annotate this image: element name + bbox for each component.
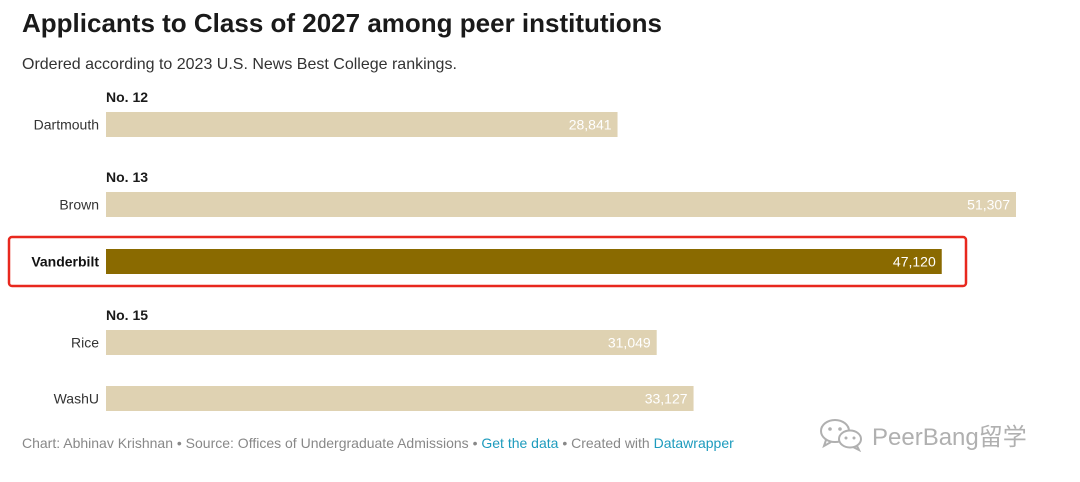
category-label: WashU	[54, 391, 99, 407]
category-label: Dartmouth	[34, 117, 99, 133]
bar-washu	[106, 386, 694, 411]
category-label: Vanderbilt	[31, 254, 99, 270]
rank-label: No. 13	[106, 169, 148, 185]
chart-subtitle: Ordered according to 2023 U.S. News Best…	[22, 56, 457, 73]
value-label: 51,307	[967, 197, 1010, 213]
value-label: 47,120	[893, 254, 936, 270]
footer-created-with: Created with	[571, 435, 654, 451]
rank-label: No. 12	[106, 89, 148, 105]
value-label: 33,127	[645, 391, 688, 407]
category-label: Rice	[71, 335, 99, 351]
footer-separator: •	[172, 435, 186, 451]
rank-label: No. 15	[106, 307, 148, 323]
bar-rice	[106, 330, 657, 355]
datawrapper-link[interactable]: Datawrapper	[653, 435, 734, 451]
get-the-data-link[interactable]: Get the data	[481, 435, 559, 451]
chart-title: Applicants to Class of 2027 among peer i…	[22, 8, 663, 38]
value-label: 31,049	[608, 335, 651, 351]
watermark: PeerBang留学	[818, 416, 1027, 452]
bar-brown	[106, 192, 1016, 217]
footer-author: Chart: Abhinav Krishnan	[22, 435, 173, 451]
bar-chart: Dartmouth 28,841 No. 12 Brown 51,307 No. 13 Va…	[7, 89, 1016, 411]
wechat-icon	[820, 419, 862, 452]
category-label: Brown	[59, 197, 99, 213]
bar-vanderbilt	[106, 249, 942, 274]
footer-separator: •	[468, 435, 482, 451]
footer-source: Source: Offices of Undergraduate Admissi…	[185, 435, 469, 451]
chart-footer: Chart: Abhinav Krishnan • Source: Office…	[22, 435, 734, 451]
value-label: 28,841	[569, 117, 612, 133]
highlight-box	[7, 235, 968, 288]
footer-separator: •	[558, 435, 572, 451]
watermark-text: PeerBang留学	[872, 423, 1027, 451]
bar-dartmouth	[106, 112, 618, 137]
